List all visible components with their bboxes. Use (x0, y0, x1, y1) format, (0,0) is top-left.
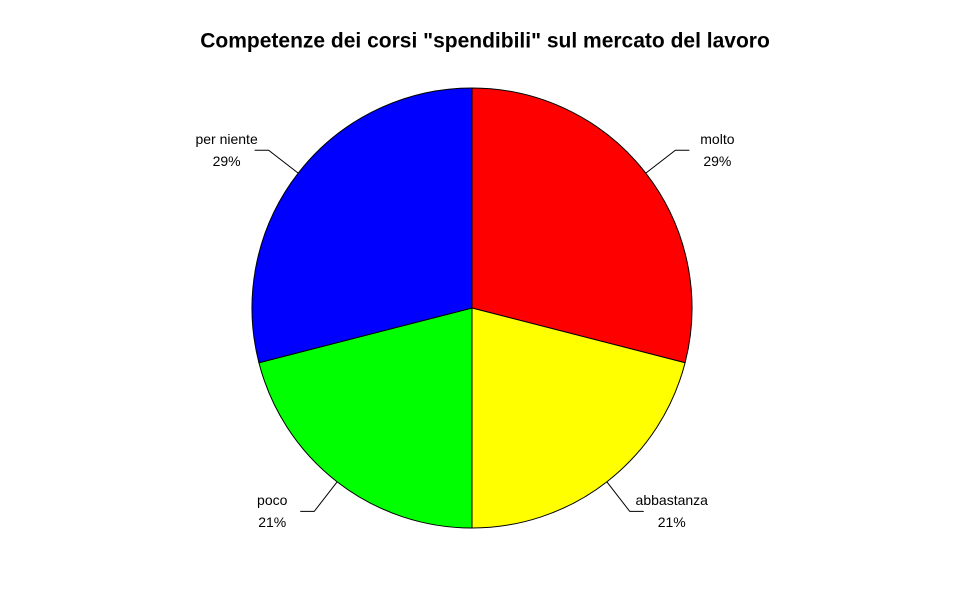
slice-value-label: 21% (658, 514, 686, 530)
slice-value-label: 21% (258, 514, 286, 530)
chart-title: Competenze dei corsi "spendibili" sul me… (200, 30, 770, 53)
slice-label: poco (257, 492, 288, 508)
slice-label: abbastanza (636, 492, 709, 508)
pie-slice (251, 87, 473, 364)
slice-label: molto (700, 131, 734, 147)
leader-line (606, 481, 644, 512)
leader-line (254, 149, 299, 174)
pie-slice (471, 87, 693, 364)
slice-value-label: 29% (703, 153, 731, 169)
leader-line (300, 481, 338, 512)
pie-slice (258, 307, 473, 529)
slice-label: per niente (195, 131, 257, 147)
leader-line (645, 149, 690, 174)
slice-value-label: 29% (213, 153, 241, 169)
pie-slice (471, 307, 686, 529)
